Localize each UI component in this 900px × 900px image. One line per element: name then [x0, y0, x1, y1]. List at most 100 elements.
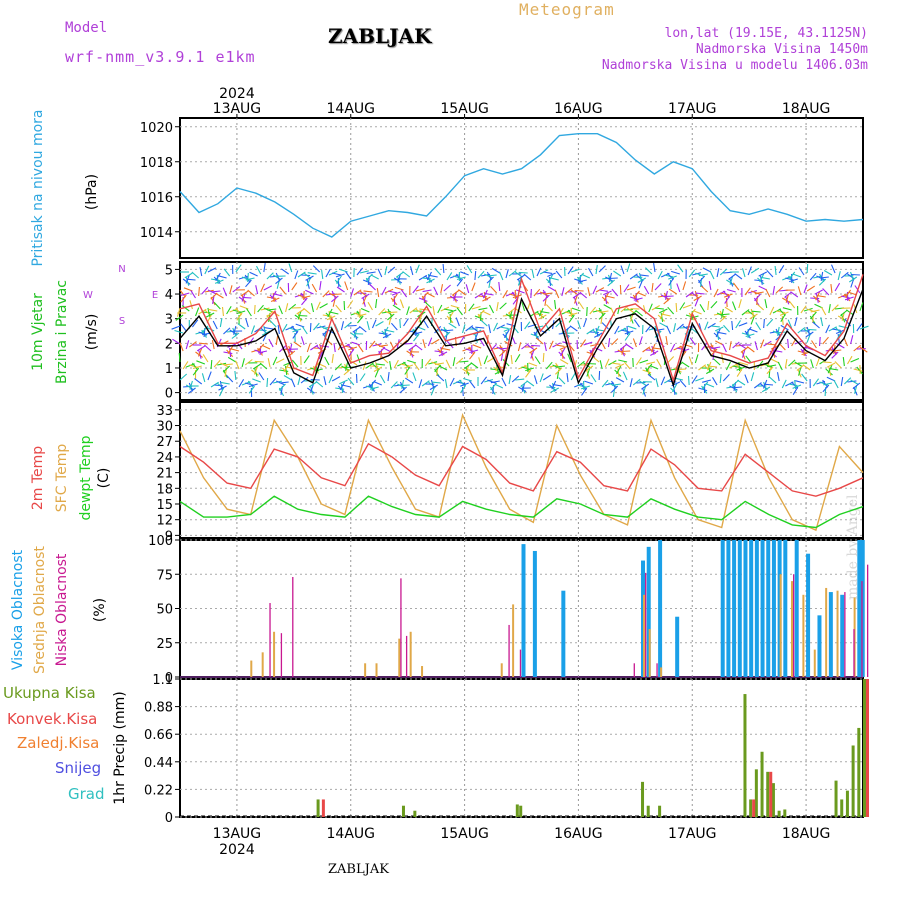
wind-barb — [421, 380, 430, 387]
wind-barb — [598, 312, 606, 320]
wind-barb — [208, 308, 218, 312]
wind-barb — [801, 373, 808, 382]
wind-barb — [722, 343, 727, 353]
wind-barb — [408, 344, 417, 351]
wind-barb — [547, 274, 554, 284]
wind-barb — [615, 363, 625, 369]
wind-barb — [329, 311, 339, 315]
wind-barb — [344, 345, 354, 349]
wind-barb — [401, 379, 405, 389]
wind-barb — [760, 339, 765, 349]
wind-barb — [617, 367, 620, 377]
wind-barb — [367, 301, 373, 311]
wind-barb — [705, 383, 715, 388]
wind-barb — [659, 310, 665, 320]
wind-barb — [653, 263, 656, 273]
high-cloud-label: Visoka Oblacnost — [10, 549, 26, 670]
wind-barb — [838, 325, 848, 329]
wind-barb — [766, 343, 776, 346]
wind-barb — [352, 326, 361, 333]
wind-barb — [245, 382, 255, 386]
cloud-bar — [375, 663, 378, 677]
wind-barb — [837, 315, 847, 321]
wind-barb — [689, 308, 696, 317]
wind-barb — [585, 365, 594, 372]
wind-barb — [561, 287, 565, 297]
wind-barb — [635, 357, 642, 366]
wind-barb — [670, 343, 676, 353]
date-tick-label-bottom: 13AUG — [213, 826, 262, 842]
wind-barb — [527, 344, 536, 351]
wind-barb — [847, 273, 856, 280]
wind-barb — [400, 363, 410, 367]
temp-unit-label: (C) — [96, 468, 112, 489]
date-tick-label-bottom: 14AUG — [327, 826, 376, 842]
wind-barb — [675, 302, 678, 313]
wind-barb — [548, 340, 554, 350]
wind-barb — [645, 363, 653, 372]
wind-barb — [436, 374, 445, 382]
wind-barb — [772, 286, 776, 296]
wind-barb — [438, 365, 448, 371]
y-tick-label: 9 — [165, 529, 173, 544]
wind-barb — [710, 325, 720, 328]
wind-barb — [784, 359, 788, 369]
wind-barb — [581, 273, 591, 279]
wind-barb — [318, 350, 324, 360]
wind-barb — [607, 279, 615, 287]
wind-barb — [751, 310, 761, 313]
wind-barb — [679, 302, 686, 311]
y-tick-label: 27 — [156, 435, 173, 450]
wind-barb — [393, 295, 396, 306]
wind-barb — [223, 351, 233, 355]
wind-barb — [554, 300, 557, 310]
y-tick-label: 0 — [165, 387, 173, 402]
wind-barb — [241, 358, 245, 368]
wind-barb — [700, 285, 709, 293]
wind-barb — [698, 364, 707, 371]
wind-barb — [207, 371, 212, 381]
wind-barb — [819, 276, 829, 279]
wind-barb — [719, 373, 722, 384]
wind-barb — [806, 263, 809, 274]
wind-barb — [624, 332, 631, 341]
low-cloud-label: Niska Oblacnost — [54, 553, 70, 666]
wind-barb — [805, 331, 814, 338]
wind-barb — [719, 268, 728, 276]
wind-barb — [530, 288, 532, 299]
wind-barb — [499, 326, 509, 330]
wind-barb — [455, 357, 464, 365]
wind-barb — [387, 290, 397, 294]
wind-barb — [288, 303, 297, 311]
wind-barb — [310, 383, 315, 393]
wind-barb — [508, 375, 512, 385]
temp-2m-line — [179, 442, 864, 497]
wind-barb — [790, 291, 799, 298]
wind-barb — [471, 305, 481, 310]
wind-barb — [779, 311, 789, 316]
wind-barb — [448, 322, 457, 329]
wind-barb — [722, 374, 730, 382]
wind-barb — [664, 290, 668, 300]
wind-barb — [611, 383, 621, 386]
cloud-bar — [760, 540, 765, 677]
wind-barb — [176, 307, 181, 317]
station-title: ZABLJAK — [328, 24, 432, 48]
wind-barb — [672, 383, 678, 393]
y-tick-label: 75 — [156, 568, 173, 583]
wind-barb — [619, 343, 628, 351]
wind-barb — [540, 311, 550, 314]
wind-barb — [545, 361, 553, 370]
wind-barb — [298, 314, 308, 317]
wind-barb — [174, 329, 184, 334]
wind-barb — [199, 267, 203, 277]
wind-barb — [418, 379, 423, 389]
wind-barb — [310, 378, 320, 381]
wind-barb — [595, 265, 598, 275]
cloud-bar — [658, 540, 663, 677]
wind-barb — [256, 265, 262, 275]
wind-barb — [235, 307, 242, 316]
wind-barb — [550, 387, 560, 393]
wind-barb — [360, 307, 370, 313]
wind-barb — [590, 374, 597, 383]
